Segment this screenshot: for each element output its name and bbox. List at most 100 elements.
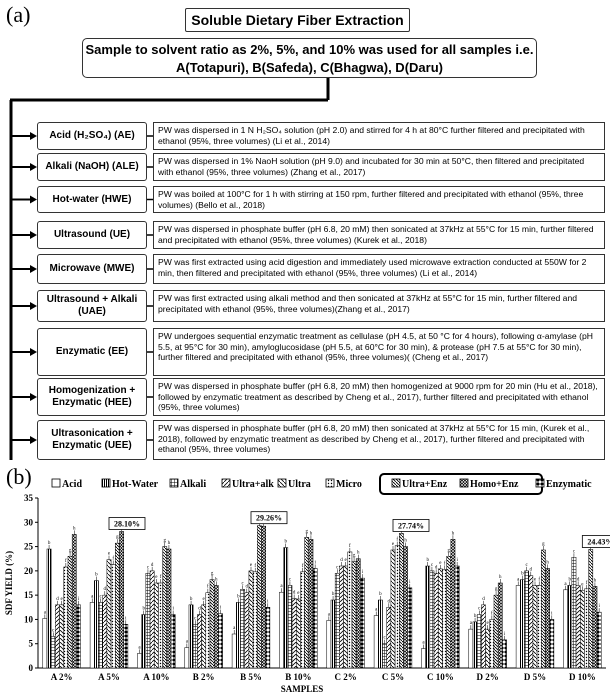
significance-letter: h <box>594 578 597 583</box>
x-tick-label: A 10% <box>143 672 169 682</box>
significance-letter: b <box>237 594 240 599</box>
bar <box>567 585 573 669</box>
panel-b-label: (b) <box>6 464 32 489</box>
significance-letter: b <box>95 573 98 578</box>
bar <box>355 558 361 669</box>
significance-letter: h <box>215 577 218 582</box>
significance-letter: e <box>534 577 537 582</box>
legend-swatch <box>101 478 111 488</box>
significance-letter: a <box>233 626 236 631</box>
bar <box>304 537 310 669</box>
significance-letter: c <box>478 607 481 612</box>
bar <box>588 549 594 669</box>
bar <box>476 614 482 669</box>
bar <box>541 549 546 669</box>
x-tick-label: D 5% <box>524 672 546 682</box>
significance-letter: e <box>155 575 158 580</box>
bar <box>218 613 223 669</box>
bar <box>330 599 336 669</box>
bar <box>295 598 301 669</box>
arrowhead-icon <box>30 195 37 204</box>
method-description: PW was boiled at 100°C for 1 h with stir… <box>153 186 605 213</box>
significance-letter: i <box>220 606 222 611</box>
y-tick-label: 5 <box>29 639 34 649</box>
annotation-box <box>392 519 430 532</box>
significance-letter: a <box>44 610 47 615</box>
legend-swatch <box>459 478 469 488</box>
method-box: Ultrasonication + Enzymatic (UEE) <box>37 420 147 460</box>
x-tick-label: B 2% <box>193 672 215 682</box>
bar <box>382 643 387 669</box>
bar <box>312 568 318 669</box>
significance-letter: c <box>383 636 386 641</box>
significance-letter: g <box>447 548 450 553</box>
significance-letter: i <box>125 616 127 621</box>
legend-swatch <box>51 478 61 488</box>
method-box: Microwave (MWE) <box>37 254 147 284</box>
significance-letter: a <box>280 584 283 589</box>
method-box: Ultrasound (UE) <box>37 221 147 249</box>
bar <box>347 551 353 669</box>
x-tick-label: A 2% <box>51 672 73 682</box>
significance-letter: h <box>357 551 360 556</box>
bar <box>584 588 589 669</box>
flow-title: Soluble Dietary Fiber Extraction <box>185 8 410 32</box>
arrowhead-icon <box>30 348 37 356</box>
significance-letter: e <box>392 542 395 547</box>
x-tick-label: B 5% <box>240 672 262 682</box>
arrowhead-icon <box>30 265 37 273</box>
bar <box>184 647 190 669</box>
annotation-label: 24.43% <box>587 537 610 546</box>
bar <box>205 592 211 669</box>
significance-letter: i <box>314 560 316 565</box>
bar <box>373 615 379 669</box>
bar <box>596 611 602 669</box>
bar <box>67 556 73 669</box>
significance-letter: d <box>104 587 107 592</box>
bar <box>339 565 344 669</box>
significance-letter: e <box>345 558 348 563</box>
bar <box>115 542 120 669</box>
significance-letter: f <box>491 611 493 616</box>
bar <box>481 604 486 669</box>
method-box: Alkali (NaOH) (ALE) <box>37 153 147 181</box>
legend-label: Acid <box>62 479 82 490</box>
bar <box>549 619 555 669</box>
significance-letter: a <box>517 577 520 582</box>
significance-letter: e <box>203 597 206 602</box>
significance-letter: d <box>388 599 391 604</box>
bar <box>102 594 108 669</box>
bar <box>252 571 258 669</box>
significance-letter: i <box>362 570 364 575</box>
bar <box>489 619 495 669</box>
bar <box>240 589 245 669</box>
x-tick-label: D 2% <box>477 672 499 682</box>
bar <box>468 628 474 669</box>
significance-letter: a <box>375 608 378 613</box>
method-box: Ultrasound + Alkali (UAE) <box>37 290 147 322</box>
bar <box>592 586 598 669</box>
bar <box>162 546 168 669</box>
significance-letter: g <box>163 539 166 544</box>
significance-letter: c <box>573 549 576 554</box>
x-tick-label: C 2% <box>335 672 357 682</box>
bar <box>59 604 65 669</box>
legend-label: Enzymatic <box>546 479 592 490</box>
bar <box>407 587 413 669</box>
significance-letter: i <box>598 604 600 609</box>
significance-letter: f <box>396 538 398 543</box>
significance-letter: e <box>581 582 584 587</box>
bar <box>571 557 577 669</box>
bar <box>158 582 163 669</box>
significance-letter: f <box>112 557 114 562</box>
arrowhead-icon <box>30 231 37 239</box>
significance-letter: e <box>250 563 253 568</box>
method-description: PW was dispersed in 1 N H₂SO₄ solution (… <box>153 122 605 150</box>
bar <box>429 570 435 669</box>
significance-letter: e <box>61 597 64 602</box>
bar <box>291 598 297 669</box>
bar <box>520 579 525 669</box>
y-tick-label: 30 <box>24 517 34 527</box>
significance-letter: h <box>404 539 407 544</box>
bar <box>446 556 452 669</box>
